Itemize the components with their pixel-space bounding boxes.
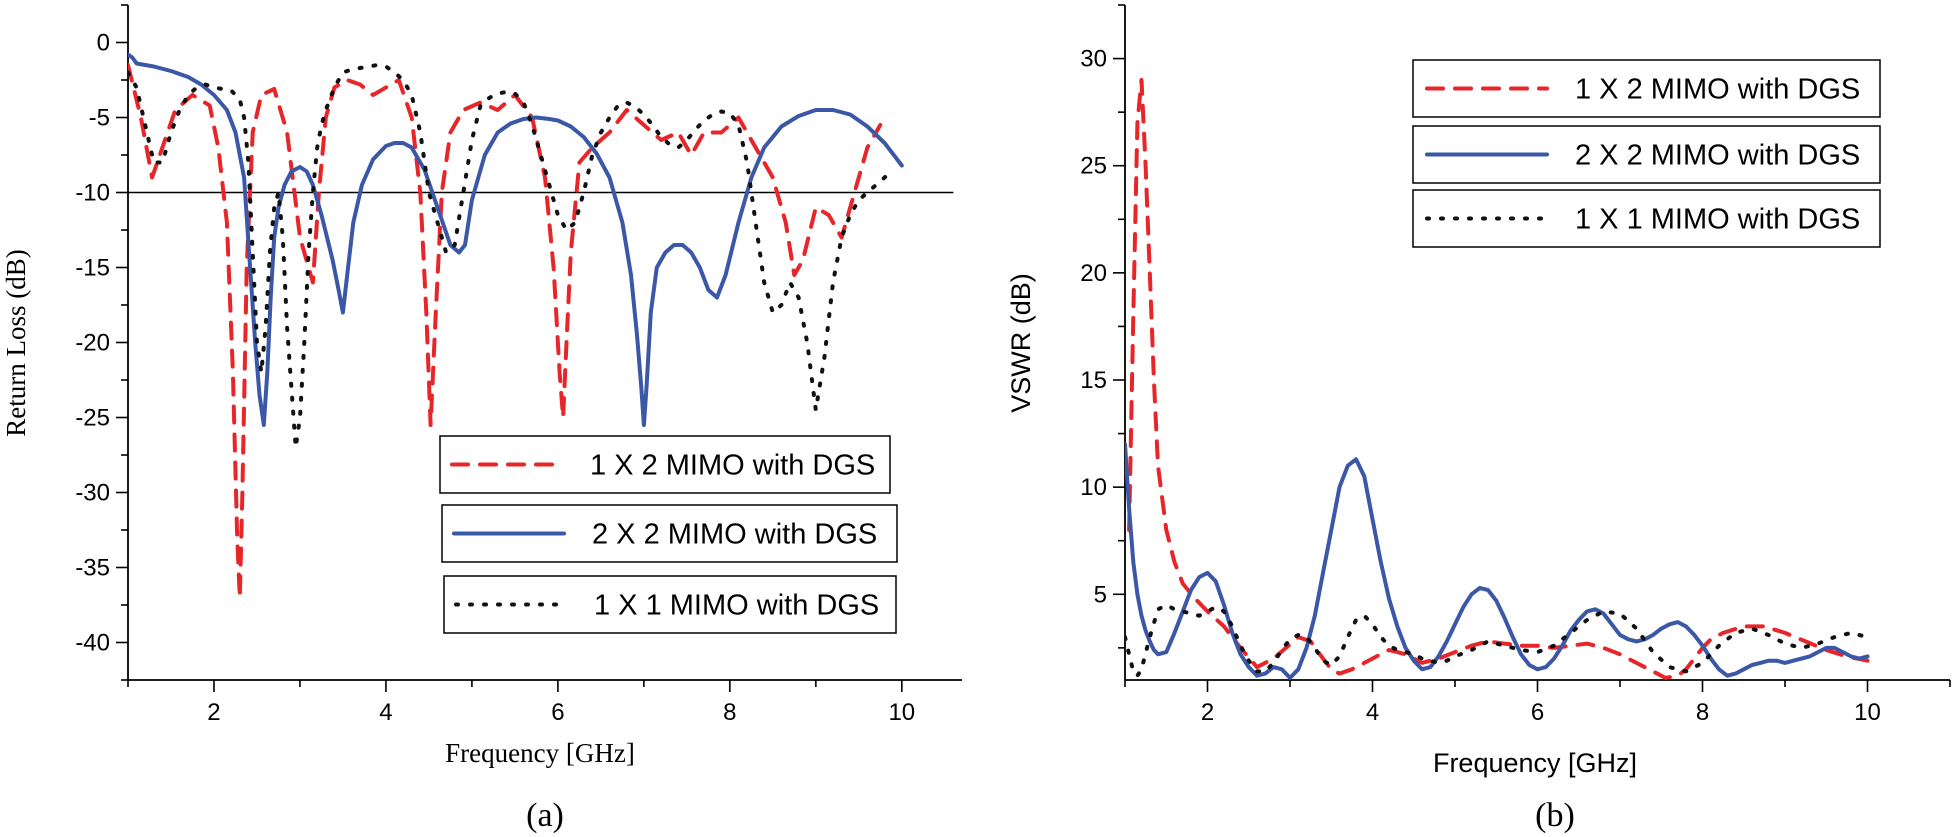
y-tick-label: -5 <box>89 105 110 132</box>
panel-label: (a) <box>526 797 564 834</box>
x-axis-label: Frequency [GHz] <box>445 738 635 768</box>
x-tick-label: 10 <box>1854 699 1881 726</box>
series-line-dashed <box>1127 78 1870 680</box>
y-tick-label: 15 <box>1080 367 1107 394</box>
y-tick-label: 30 <box>1080 46 1107 73</box>
x-tick-label: 6 <box>1531 699 1544 726</box>
y-tick-label: -40 <box>75 630 110 657</box>
y-tick-label: 5 <box>1094 581 1107 608</box>
legend-entry: 1 X 2 MIMO with DGS <box>1412 59 1881 118</box>
y-tick-label: -25 <box>75 405 110 432</box>
x-tick-label: 2 <box>1201 699 1214 726</box>
panel-b-vswr: 2 4 6 8 10 5 10 15 20 25 30 Frequency [GHz] VSWR (dB… <box>1006 4 1951 834</box>
plot-area <box>128 52 904 600</box>
series-line-dotted <box>1125 603 1870 678</box>
y-tick-label: 20 <box>1080 260 1107 287</box>
legend: 1 X 2 MIMO with DGS 2 X 2 MIMO with DGS 1 … <box>439 435 898 634</box>
x-axis-label: Frequency [GHz] <box>1433 748 1637 778</box>
y-tick-label: -35 <box>75 555 110 582</box>
plot-area <box>1125 78 1870 680</box>
x-tick-label: 8 <box>1696 699 1709 726</box>
y-tick-label: 0 <box>97 30 110 57</box>
legend-label: 1 X 2 MIMO with DGS <box>1575 74 1860 106</box>
legend-entry: 1 X 2 MIMO with DGS <box>439 435 891 494</box>
legend-entry: 1 X 1 MIMO with DGS <box>1412 189 1881 248</box>
series-line-dotted <box>128 63 896 450</box>
legend-label: 2 X 2 MIMO with DGS <box>1575 140 1860 172</box>
y-tick-label: -20 <box>75 330 110 357</box>
y-axis-label: Return Loss (dB) <box>1 249 31 436</box>
legend-label: 1 X 2 MIMO with DGS <box>590 450 875 482</box>
y-tick-label: -10 <box>75 180 110 207</box>
legend-label: 2 X 2 MIMO with DGS <box>592 519 877 551</box>
y-tick-label: 10 <box>1080 474 1107 501</box>
x-tick-label: 4 <box>379 699 392 726</box>
x-tick-label: 8 <box>723 699 736 726</box>
legend-box <box>1412 189 1881 248</box>
x-tick-label: 2 <box>207 699 220 726</box>
x-tick-label: 4 <box>1366 699 1379 726</box>
panel-a-return-loss: 2 4 6 8 10 0 -5 -10 -15 -20 -25 -30 -35 -40 Frequency … <box>1 4 962 834</box>
legend-label: 1 X 1 MIMO with DGS <box>594 590 879 622</box>
y-tick-label: -30 <box>75 480 110 507</box>
series-line-solid <box>128 52 904 427</box>
legend-box <box>443 575 897 634</box>
panel-label: (b) <box>1535 797 1575 834</box>
y-tick-label: 25 <box>1080 153 1107 180</box>
legend-entry: 1 X 1 MIMO with DGS <box>443 575 897 634</box>
series-line-solid <box>1125 442 1870 680</box>
legend-entry: 2 X 2 MIMO with DGS <box>1412 125 1881 184</box>
legend-entry: 2 X 2 MIMO with DGS <box>441 504 898 563</box>
y-axis-label: VSWR (dB) <box>1006 273 1036 413</box>
legend: 1 X 2 MIMO with DGS 2 X 2 MIMO with DGS 1 … <box>1412 59 1881 248</box>
x-tick-label: 10 <box>888 699 915 726</box>
x-tick-label: 6 <box>551 699 564 726</box>
y-tick-label: -15 <box>75 255 110 282</box>
legend-label: 1 X 1 MIMO with DGS <box>1575 204 1860 236</box>
